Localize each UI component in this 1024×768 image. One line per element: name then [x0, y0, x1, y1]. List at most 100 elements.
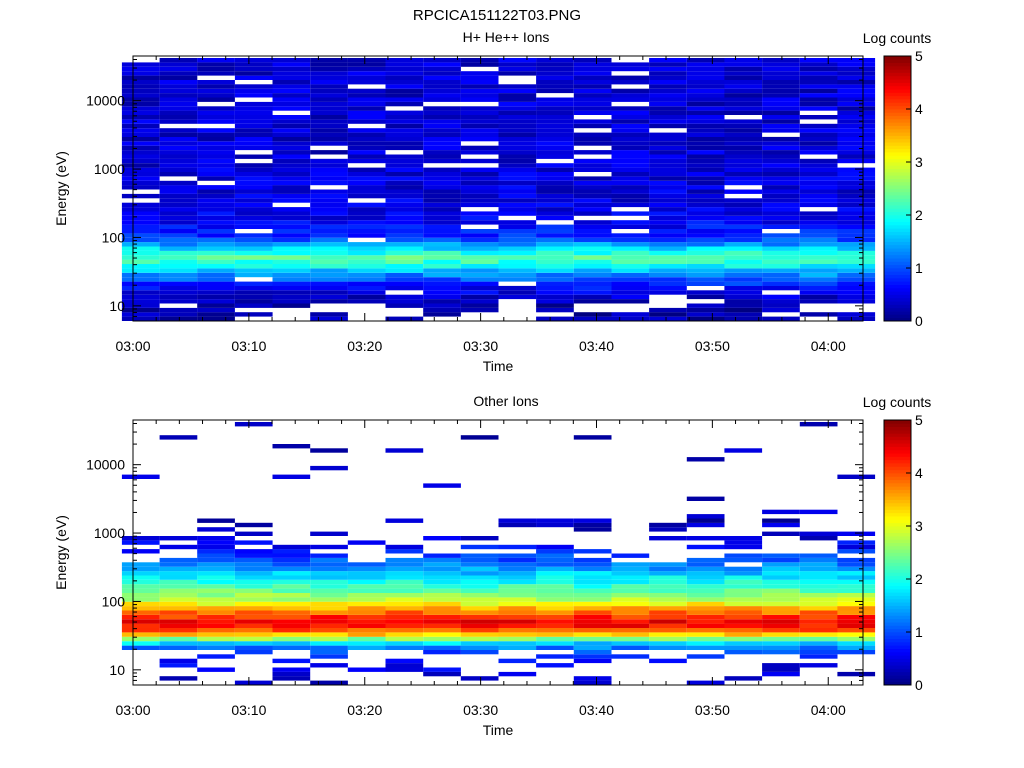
colorbar-segment — [884, 65, 911, 70]
heatmap-cell — [799, 172, 838, 177]
heatmap-cell — [536, 233, 574, 238]
heatmap-cell — [197, 307, 235, 313]
heatmap-cell — [724, 448, 763, 453]
heatmap-cell — [121, 80, 160, 85]
heatmap-cell — [121, 584, 160, 589]
heatmap-cell — [837, 141, 876, 146]
heatmap-cell — [498, 285, 537, 291]
heatmap-cell — [649, 123, 687, 129]
colorbar-segment — [884, 234, 911, 239]
heatmap-cell — [573, 71, 612, 76]
heatmap-cell — [686, 97, 725, 102]
heatmap-cell — [837, 220, 876, 225]
heatmap-cell — [159, 198, 198, 203]
heatmap-cell — [649, 632, 687, 637]
colorbar-segment — [884, 271, 911, 276]
heatmap-cell — [837, 272, 876, 278]
heatmap-cell — [423, 307, 461, 313]
heatmap-cell — [310, 285, 348, 291]
heatmap-cell — [121, 614, 160, 620]
heatmap-cell — [385, 667, 424, 672]
heatmap-cell — [197, 588, 235, 593]
colorbar-segment — [884, 618, 911, 623]
heatmap-cell — [649, 610, 687, 615]
heatmap-cell — [611, 606, 650, 611]
heatmap-cell — [423, 610, 461, 615]
heatmap-cell — [272, 606, 311, 611]
heatmap-cell — [573, 654, 612, 659]
colorbar-segment — [884, 258, 911, 262]
heatmap-cell — [686, 128, 725, 133]
heatmap-cell — [649, 84, 687, 89]
y-axis-label: Energy (eV) — [53, 151, 69, 226]
heatmap-cell — [159, 636, 198, 642]
heatmap-cell — [385, 215, 424, 221]
colorbar-label: Log counts — [863, 394, 932, 410]
heatmap-cell — [686, 242, 725, 247]
heatmap-cell — [536, 277, 574, 282]
heatmap-cell — [234, 163, 273, 168]
heatmap-cell — [837, 549, 876, 554]
heatmap-cell — [310, 128, 348, 133]
heatmap-cell — [460, 106, 499, 111]
heatmap-cell — [799, 575, 838, 580]
heatmap-cell — [573, 614, 612, 620]
heatmap-cell — [611, 259, 650, 264]
heatmap-cell — [573, 584, 612, 589]
heatmap-cell — [272, 290, 311, 295]
heatmap-cell — [536, 549, 574, 554]
heatmap-cell — [347, 645, 386, 650]
heatmap-cell — [536, 229, 574, 234]
heatmap-cell — [159, 119, 198, 124]
heatmap-cell — [799, 66, 838, 72]
heatmap-cell — [347, 588, 386, 593]
heatmap-cell — [724, 312, 763, 317]
heatmap-cell — [573, 588, 612, 593]
heatmap-cell — [498, 88, 537, 94]
heatmap-cell — [272, 163, 311, 168]
heatmap-cell — [310, 172, 348, 177]
colorbar-segment — [884, 429, 911, 434]
heatmap-cell — [649, 588, 687, 593]
heatmap-cell — [573, 176, 612, 181]
heatmap-cell — [121, 220, 160, 225]
colorbar-segment — [884, 264, 911, 269]
heatmap-cell — [498, 571, 537, 576]
heatmap-cell — [272, 237, 311, 243]
heatmap-cell — [234, 145, 273, 151]
heatmap-cell — [234, 566, 273, 572]
heatmap-cell — [234, 172, 273, 177]
heatmap-cell — [686, 75, 725, 80]
heatmap-cell — [460, 268, 499, 273]
heatmap-cell — [837, 80, 876, 85]
heatmap-cell — [347, 259, 386, 264]
heatmap-cell — [423, 246, 461, 251]
heatmap-cell — [460, 150, 499, 155]
heatmap-cell — [197, 597, 235, 602]
heatmap-cell — [234, 189, 273, 194]
heatmap-cell — [121, 593, 160, 598]
heatmap-cell — [762, 272, 800, 278]
colorbar-segment — [884, 469, 911, 474]
x-axis-label: Time — [483, 722, 514, 738]
colorbar-segment — [884, 615, 911, 620]
heatmap-cell — [347, 299, 386, 304]
x-tick-label: 03:10 — [231, 702, 266, 718]
heatmap-cell — [498, 123, 537, 129]
heatmap-cell — [423, 303, 461, 308]
heatmap-cell — [197, 132, 235, 137]
heatmap-cell — [347, 62, 386, 67]
x-tick-label: 04:00 — [811, 702, 846, 718]
heatmap-cell — [385, 584, 424, 589]
colorbar-segment — [884, 89, 911, 93]
heatmap-cell — [573, 93, 612, 98]
heatmap-cell — [121, 285, 160, 291]
colorbar-tick-label: 3 — [915, 518, 923, 534]
heatmap-cell — [536, 281, 574, 286]
heatmap-cell — [611, 277, 650, 282]
heatmap-cell — [799, 163, 838, 168]
heatmap-cell — [649, 255, 687, 260]
heatmap-cell — [686, 290, 725, 295]
heatmap-cell — [724, 141, 763, 146]
heatmap-cell — [234, 193, 273, 199]
